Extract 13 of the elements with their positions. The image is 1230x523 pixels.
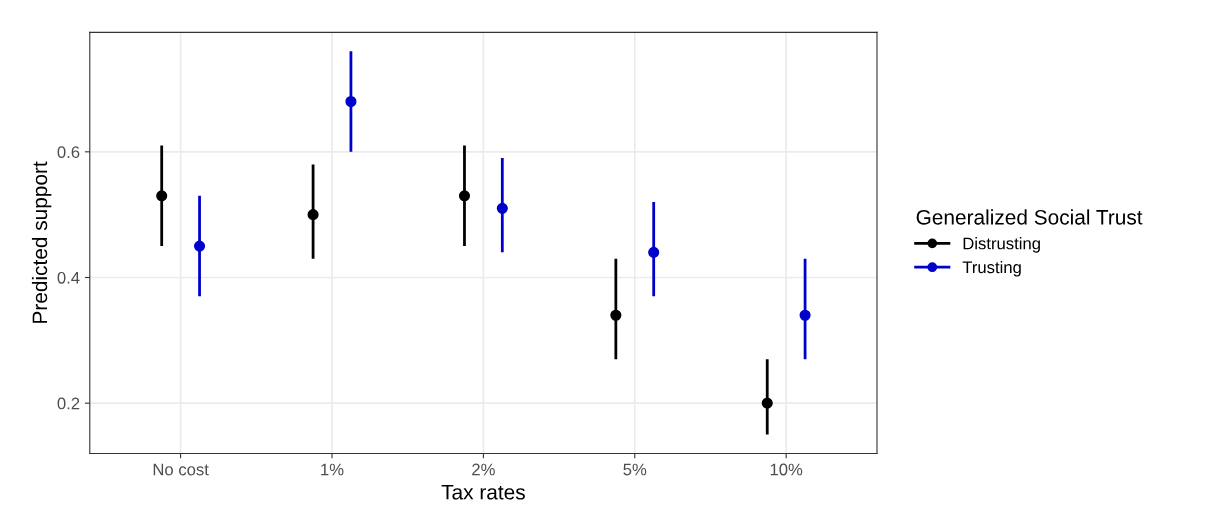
x-tick-label: 5% <box>623 463 647 476</box>
y-tick-label: 0.2 <box>57 397 80 410</box>
legend-label: Distrusting <box>963 237 1040 253</box>
x-tick-label: No cost <box>153 463 209 476</box>
y-tick-label: 0.4 <box>57 271 80 284</box>
y-tick-label: 0.6 <box>57 146 80 159</box>
x-axis-title: Tax rates <box>441 485 525 500</box>
x-tick-label: 10% <box>770 463 803 476</box>
y-axis-title: Predicted support <box>31 161 52 323</box>
x-tick-label: 1% <box>321 463 344 476</box>
legend-title: Generalized Social Trust <box>916 209 1143 225</box>
legend-label: Trusting <box>962 260 1021 277</box>
x-tick-label: 2% <box>472 463 495 476</box>
